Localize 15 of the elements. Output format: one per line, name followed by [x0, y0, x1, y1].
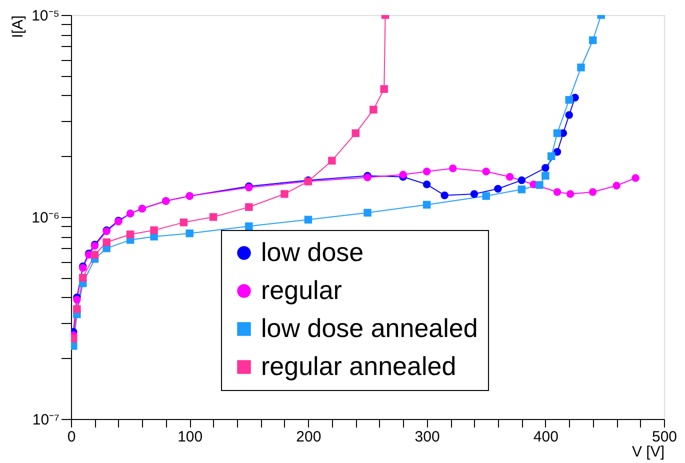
- x-tick-label: 400: [533, 428, 558, 446]
- x-tick-label: 100: [178, 428, 203, 446]
- y-tick-label: 10⁻⁷: [32, 412, 60, 428]
- y-axis-title: I[A]: [10, 16, 27, 38]
- x-axis-title: V [V]: [632, 444, 664, 460]
- x-tick-label: 300: [414, 428, 440, 446]
- legend-label: regular: [261, 275, 342, 305]
- y-tick-label: 10⁻⁵: [32, 8, 60, 24]
- legend-label: regular annealed: [261, 351, 456, 381]
- legend-label: low dose: [261, 237, 364, 267]
- x-tick-label: 0: [67, 428, 76, 446]
- x-tick-label: 500: [652, 428, 678, 446]
- legend-label: low dose annealed: [261, 313, 478, 343]
- y-tick-label: 10⁻⁶: [32, 210, 60, 226]
- x-tick-label: 200: [296, 428, 322, 446]
